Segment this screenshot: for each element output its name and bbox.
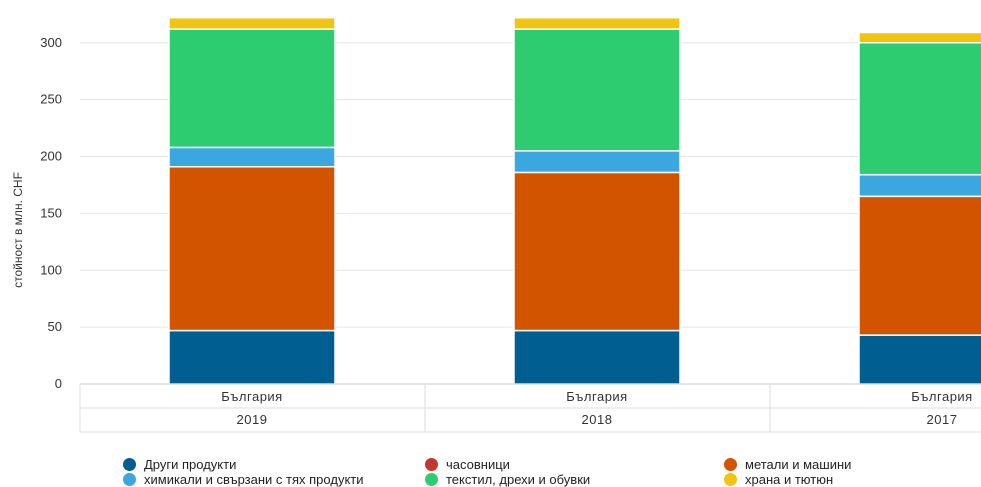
y-axis-ticks: 0 50 100 150 200 250 300: [40, 35, 62, 391]
bars: [168, 16, 981, 385]
x-category-label: България: [566, 389, 627, 404]
bar-segment[interactable]: [513, 150, 681, 174]
legend-item[interactable]: метали и машини: [724, 456, 851, 472]
stacked-bar-chart: 0 50 100 150 200 250 300 стойност в млн. CHF Б…: [11, 16, 981, 433]
legend-item[interactable]: храна и тютюн: [724, 471, 833, 487]
bar-segment[interactable]: [513, 171, 681, 332]
legend: Други продукти часовници метали и машини хи…: [0, 456, 981, 487]
x-category-year: 2018: [582, 412, 613, 427]
legend-label: часовници: [446, 456, 510, 472]
x-axis-categories: България 2019 България 2018 България 2017: [79, 383, 981, 433]
y-axis-title: стойност в млн. CHF: [11, 172, 25, 288]
bar-segment[interactable]: [858, 334, 981, 385]
bar-segment[interactable]: [858, 42, 981, 176]
bar-segment[interactable]: [168, 28, 336, 149]
bar-segment[interactable]: [513, 28, 681, 152]
bar-segment[interactable]: [858, 173, 981, 198]
y-tick-label: 150: [40, 205, 62, 220]
y-tick-label: 300: [40, 35, 62, 50]
x-category-year: 2019: [237, 412, 268, 427]
bar-segment[interactable]: [858, 31, 981, 44]
y-tick-label: 250: [40, 92, 62, 107]
legend-label: химикали и свързани с тях продукти: [144, 471, 364, 487]
y-tick-label: 200: [40, 149, 62, 164]
legend-item[interactable]: текстил, дрехи и обувки: [425, 471, 590, 487]
legend-marker-icon: [724, 457, 737, 471]
y-tick-label: 50: [48, 319, 62, 334]
legend-label: храна и тютюн: [745, 471, 834, 487]
bar-segment[interactable]: [513, 16, 681, 30]
bar-segment[interactable]: [168, 146, 336, 168]
x-category-label: България: [221, 389, 282, 404]
y-tick-label: 100: [40, 262, 62, 277]
legend-item[interactable]: Други продукти: [123, 456, 236, 472]
legend-marker-icon: [425, 472, 438, 486]
legend-label: текстил, дрехи и обувки: [446, 471, 591, 487]
legend-item[interactable]: химикали и свързани с тях продукти: [123, 471, 364, 487]
legend-marker-icon: [724, 472, 737, 486]
legend-label: Други продукти: [144, 456, 237, 472]
legend-marker-icon: [425, 457, 438, 471]
legend-marker-icon: [123, 472, 136, 486]
legend-marker-icon: [123, 457, 136, 471]
bar-segment[interactable]: [168, 165, 336, 332]
x-category-year: 2017: [927, 412, 958, 427]
legend-item[interactable]: часовници: [425, 456, 510, 472]
bar-segment[interactable]: [168, 329, 336, 385]
legend-label: метали и машини: [745, 456, 852, 472]
bar-segment[interactable]: [168, 16, 336, 30]
x-category-label: България: [911, 389, 972, 404]
bar-segment[interactable]: [513, 329, 681, 385]
y-tick-label: 0: [55, 376, 62, 391]
bar-segment[interactable]: [858, 195, 981, 336]
